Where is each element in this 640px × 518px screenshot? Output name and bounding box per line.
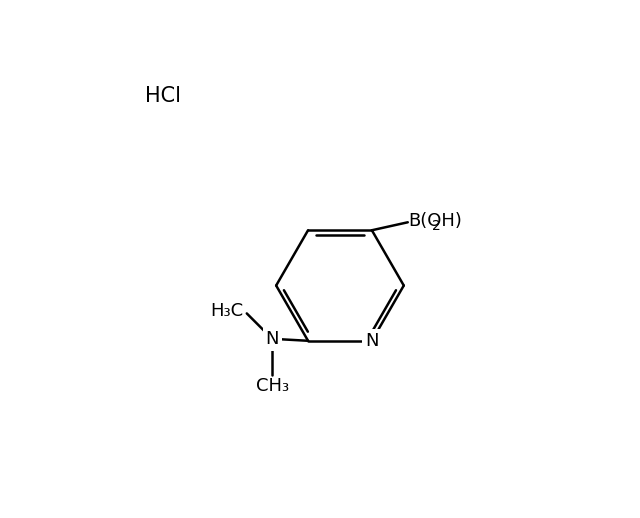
Text: N: N <box>365 332 379 350</box>
Text: N: N <box>266 330 279 348</box>
Text: B(OH): B(OH) <box>408 212 463 230</box>
Text: 2: 2 <box>432 219 440 233</box>
Text: HCl: HCl <box>145 86 180 106</box>
Text: H₃C: H₃C <box>211 303 244 321</box>
Text: CH₃: CH₃ <box>255 377 289 395</box>
